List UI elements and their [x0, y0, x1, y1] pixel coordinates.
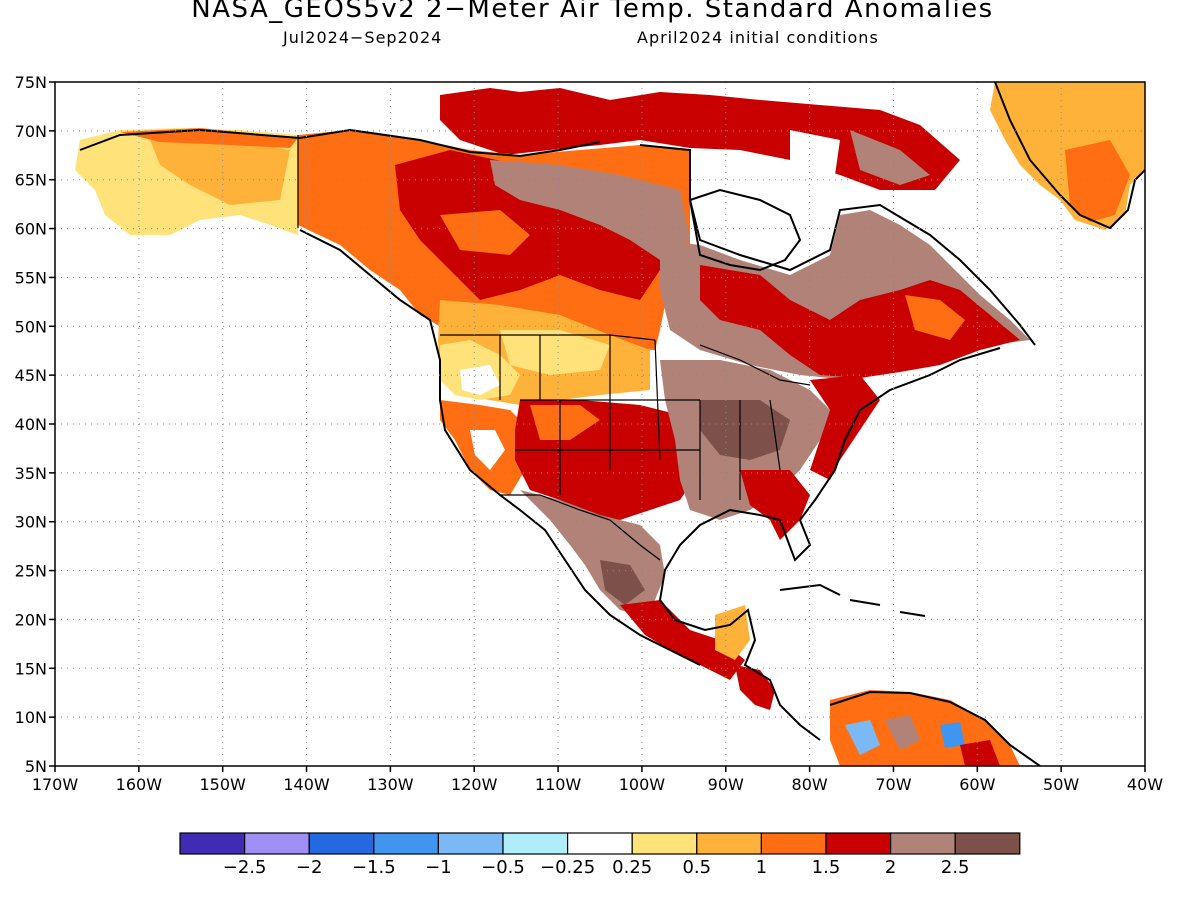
initial-conditions: April2024 initial conditions	[637, 28, 879, 47]
colorbar-label: −1	[425, 857, 452, 878]
colorbar-label: −0.5	[481, 857, 525, 878]
south-america-blue	[845, 720, 880, 755]
map-title: NASA_GEOS5v2 2−Meter Air Temp. Standard …	[191, 0, 994, 24]
colorbar: −2.5 −2 −1.5 −1 −0.5 −0.25 0.25 0.5 1 1.5 2 2.5	[179, 832, 1021, 878]
political-boundaries	[297, 135, 811, 561]
colorbar-swatch	[889, 832, 956, 855]
southeast-red	[740, 470, 810, 540]
coastlines	[79, 82, 1145, 766]
lon-tick-label: 110W	[535, 775, 582, 794]
colorbar-swatch	[631, 832, 698, 855]
lat-tick-label: 75N	[15, 73, 47, 92]
colorbar-label: 2	[885, 857, 896, 878]
colorbar-label: −0.25	[540, 857, 595, 878]
colorbar-swatch	[179, 832, 246, 855]
yucatan-orange	[715, 605, 750, 660]
lon-tick-label: 100W	[619, 775, 666, 794]
lon-tick-label: 60W	[959, 775, 995, 794]
alaska-warm-patch	[150, 140, 290, 205]
colorbar-swatch	[373, 832, 439, 855]
mexico-dark-patch	[600, 560, 645, 605]
south-mexico-red	[620, 600, 745, 680]
colorbar-label: 0.25	[612, 857, 652, 878]
southwest-orange-patch	[530, 405, 600, 440]
south-america-blue-2	[940, 722, 965, 748]
lat-tick-label: 10N	[15, 708, 47, 727]
arctic-white-patch	[790, 130, 840, 175]
colorbar-label: 0.5	[682, 857, 711, 878]
lon-tick-label: 90W	[708, 775, 744, 794]
south-america-coastline	[829, 690, 1041, 766]
colorbar-label: 1.5	[812, 857, 841, 878]
east-canada-red	[700, 265, 1020, 378]
colorbar-swatch	[696, 832, 762, 855]
lat-tick-label: 30N	[15, 513, 47, 532]
colorbar-label: −1.5	[352, 857, 396, 878]
colorbar-label: 2.5	[941, 857, 970, 878]
colorbar-swatch	[566, 832, 633, 855]
lat-tick-label: 45N	[15, 366, 47, 385]
north-america-coastline	[79, 128, 1036, 741]
lat-tick-label: 65N	[15, 171, 47, 190]
south-america-brown	[885, 715, 920, 750]
great-basin-white	[470, 430, 505, 470]
colorbar-swatch	[760, 832, 827, 855]
lon-tick-label: 160W	[116, 775, 163, 794]
lat-tick-label: 15N	[15, 659, 47, 678]
east-canada-orange	[905, 295, 965, 340]
lat-tick-label: 5N	[25, 757, 47, 776]
us-state-lines	[499, 335, 781, 500]
lat-tick-label: 40N	[15, 415, 47, 434]
lat-tick-label: 50N	[15, 317, 47, 336]
greenland-coastline	[994, 82, 1145, 230]
canada-orange-patch	[440, 210, 530, 255]
lon-tick-label: 140W	[283, 775, 330, 794]
lon-tick-label: 150W	[200, 775, 247, 794]
us-canada-border	[440, 334, 811, 386]
anomaly-field	[75, 82, 1145, 766]
south-america-red	[960, 740, 1000, 766]
us-mexico-border	[500, 494, 661, 561]
lon-tick-label: 70W	[875, 775, 911, 794]
midwest-dark-core	[700, 400, 790, 460]
hudson-bay-west-brown	[490, 160, 690, 260]
colorbar-label: −2.5	[223, 857, 267, 878]
colorbar-swatch	[502, 832, 569, 855]
colorbar-label: −2	[296, 857, 323, 878]
lon-tick-label: 130W	[367, 775, 414, 794]
lat-tick-label: 60N	[15, 220, 47, 239]
lon-tick-label: 50W	[1043, 775, 1079, 794]
lat-tick-label: 55N	[15, 268, 47, 287]
lat-tick-label: 20N	[15, 610, 47, 629]
forecast-period: Jul2024−Sep2024	[283, 28, 443, 47]
lat-tick-label: 70N	[15, 122, 47, 141]
lon-tick-label: 40W	[1127, 775, 1163, 794]
lon-tick-label: 80W	[792, 775, 828, 794]
colorbar-swatch	[825, 832, 892, 855]
dakotas-yellow	[500, 330, 610, 375]
lon-tick-label: 120W	[451, 775, 498, 794]
arctic-islands-brown	[850, 130, 930, 185]
lat-tick-label: 35N	[15, 464, 47, 483]
hudson-bay-outline	[688, 188, 802, 272]
greenland-warm-core	[1065, 140, 1130, 222]
central-america-anomaly	[735, 665, 775, 710]
colorbar-label: 1	[756, 857, 767, 878]
east-coast-red	[810, 375, 880, 480]
axes: 170W 160W 150W 140W 130W 120W 110W 100W 90W 80W 70…	[15, 73, 1164, 794]
caribbean-islands	[779, 583, 926, 617]
colorbar-swatch	[244, 832, 310, 855]
graticule	[55, 82, 1145, 766]
colorbar-swatch	[308, 832, 375, 855]
colorbar-swatch	[437, 832, 504, 855]
colorbar-swatch	[954, 832, 1021, 855]
pacific-northwest-white	[460, 365, 500, 395]
lat-tick-label: 25N	[15, 562, 47, 581]
lon-tick-label: 170W	[32, 775, 79, 794]
